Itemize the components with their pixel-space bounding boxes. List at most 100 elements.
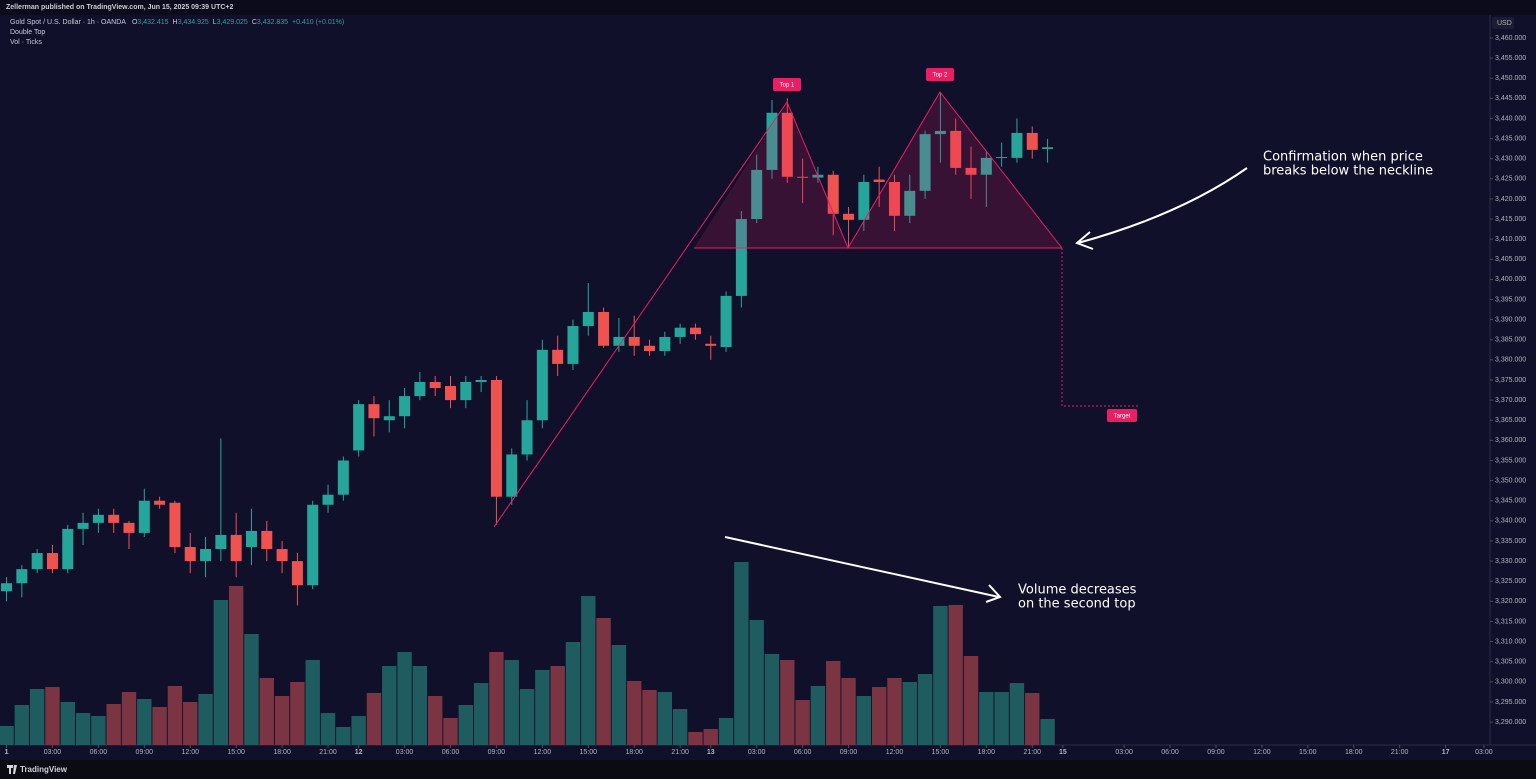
candle-body (200, 549, 212, 562)
ohlc-value: 3,432.835 (257, 19, 288, 26)
candle-body (980, 157, 992, 175)
volume-bar (611, 645, 627, 745)
volume-bar (137, 699, 152, 745)
candle-body (521, 420, 533, 455)
y-tick-label: 3,380.000 (1495, 357, 1526, 364)
volume-bar (228, 586, 244, 745)
currency-label: USD (1497, 20, 1512, 27)
y-tick-label: 3,440.000 (1495, 115, 1526, 122)
volume-bar (596, 618, 611, 745)
volume-bar (780, 660, 795, 745)
x-tick-label: 03:00 (396, 749, 414, 756)
volume-bar (443, 718, 458, 745)
candle-body (291, 561, 303, 586)
y-tick-label: 3,350.000 (1495, 477, 1526, 484)
volume-bar (473, 683, 489, 745)
y-tick-label: 3,410.000 (1495, 236, 1526, 243)
candle-body (1, 583, 13, 592)
volume-bar (412, 666, 428, 745)
candle-body (429, 382, 441, 389)
arrow (724, 536, 1000, 598)
y-tick-label: 3,460.000 (1495, 35, 1526, 42)
candle-body (536, 349, 548, 421)
arrow (1077, 167, 1248, 244)
top-bar (0, 0, 1536, 15)
volume-bar (397, 652, 412, 745)
target-label: Target (1114, 414, 1131, 420)
volume-bar (504, 660, 519, 745)
y-tick-label: 3,455.000 (1495, 55, 1526, 62)
x-tick-label: 09:00 (840, 749, 858, 756)
candle-body (996, 157, 1008, 159)
candle-body (797, 176, 809, 178)
volume-bar (382, 666, 397, 745)
volume-bar (320, 713, 336, 745)
candle-body (123, 522, 135, 533)
volume-bar (1009, 683, 1025, 745)
x-tick-label: 21:00 (1023, 749, 1041, 756)
volume-bar (703, 729, 718, 745)
x-tick-label: 12:00 (886, 749, 904, 756)
candle-body (674, 327, 686, 337)
x-tick-label: 15:00 (932, 749, 950, 756)
x-tick-label: 21:00 (1391, 749, 1409, 756)
volume-bar (519, 689, 535, 745)
candle-body (245, 530, 257, 548)
volume-bar (764, 654, 780, 745)
candle-body (735, 219, 747, 296)
y-tick-label: 3,430.000 (1495, 156, 1526, 163)
candle-body (62, 528, 74, 570)
y-tick-label: 3,400.000 (1495, 276, 1526, 283)
y-tick-label: 3,345.000 (1495, 498, 1526, 505)
volume-bar (45, 687, 60, 745)
x-tick-label: 12:00 (1253, 749, 1271, 756)
y-tick-label: 3,340.000 (1495, 518, 1526, 525)
y-tick-label: 3,360.000 (1495, 437, 1526, 444)
y-tick-label: 3,330.000 (1495, 558, 1526, 565)
volume-bar (458, 705, 474, 745)
y-tick-label: 3,420.000 (1495, 196, 1526, 203)
candle-body (950, 130, 962, 168)
candle-body (31, 553, 43, 570)
candles (1, 93, 1054, 606)
candle-body (720, 295, 732, 348)
change-value: +0.410 (+0.01%) (292, 19, 344, 26)
y-tick-label: 3,335.000 (1495, 538, 1526, 545)
y-tick-label: 3,450.000 (1495, 75, 1526, 82)
candle-body (16, 569, 28, 584)
candle-body (138, 500, 150, 533)
x-tick-label: 18:00 (625, 749, 643, 756)
indicator-name: Vol · Ticks (10, 39, 42, 46)
candle-body (414, 382, 426, 397)
y-tick-label: 3,320.000 (1495, 598, 1526, 605)
x-tick-label: 15:00 (580, 749, 598, 756)
volume-bar (734, 562, 749, 745)
y-tick-label: 3,390.000 (1495, 316, 1526, 323)
x-tick-label: 21:00 (671, 749, 689, 756)
y-tick-label: 3,435.000 (1495, 135, 1526, 142)
x-tick-label: 21:00 (319, 749, 337, 756)
volume-bar (642, 690, 657, 745)
x-tick-label: 15 (1059, 749, 1067, 756)
volume-bar (152, 707, 167, 745)
y-tick-label: 3,290.000 (1495, 719, 1526, 726)
volume-bar (274, 696, 290, 745)
candle-body (92, 514, 104, 523)
ohlc-value: 3,429.025 (217, 19, 248, 26)
volume-bar (183, 702, 198, 745)
candle-body (598, 311, 610, 346)
candle-body (77, 522, 89, 529)
label-box (926, 68, 954, 81)
arrow-head (1075, 231, 1094, 250)
annotation-text: Volume decreases (1018, 583, 1137, 598)
price-axis-bg (1490, 15, 1536, 760)
candle-body (965, 167, 977, 175)
volume-bar (718, 718, 734, 745)
candle-body (322, 494, 334, 505)
annotation-text: breaks below the neckline (1263, 164, 1433, 179)
volume-bar (979, 692, 994, 745)
volume-bar (550, 666, 565, 745)
y-tick-label: 3,445.000 (1495, 95, 1526, 102)
volume-bar (749, 620, 764, 745)
candle-body (628, 336, 640, 346)
